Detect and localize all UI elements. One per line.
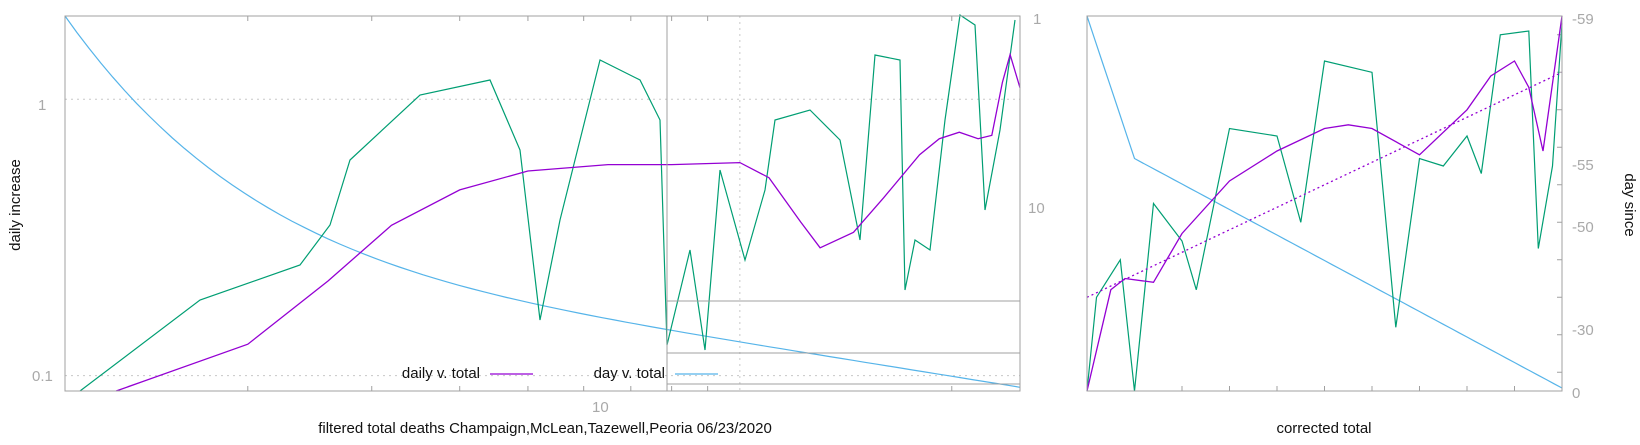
inset-tick-label-10: 10 [1028,200,1045,217]
right-y-axis-label: day since [1621,173,1638,236]
y2-tick-label-neg59: -59 [1572,11,1594,28]
right-series-line-solid [1086,15,1563,392]
legend-label-day: day v. total [594,365,665,382]
y-tick-label-0-1: 0.1 [32,368,53,385]
right-x-axis-label: corrected total [1276,420,1371,437]
y2-tick-label-neg30: -30 [1572,322,1594,339]
right-series-line-day [1086,15,1563,389]
legend: daily v. total day v. total [402,365,718,382]
y2-tick-label-neg55: -55 [1572,157,1594,174]
right-series-line-dotted [1086,71,1563,298]
y2-tick-label-0: 0 [1572,385,1580,402]
inset-frame [666,15,1021,392]
left-plot-area [64,13,1021,392]
y-tick-label-1: 1 [38,97,46,114]
right-plot-area [1086,15,1563,392]
x-tick-label-10: 10 [592,399,609,416]
right-series-line-raw [1086,23,1563,392]
series-line-raw [79,13,1016,392]
inset-tick-label-1: 1 [1033,11,1041,28]
right-plot-frame [1086,15,1563,392]
legend-label-daily: daily v. total [402,365,480,382]
series-line-daily-v-total [115,52,1021,392]
series-line-day-v-total [64,15,1021,388]
left-y-axis-label: daily increase [7,159,24,251]
left-plot-frame [64,15,1021,392]
right-gridlines [1134,34,1562,391]
left-gridlines [65,16,1020,391]
y2-tick-label-neg50: -50 [1572,219,1594,236]
left-x-axis-label: filtered total deaths Champaign,McLean,T… [318,420,772,437]
